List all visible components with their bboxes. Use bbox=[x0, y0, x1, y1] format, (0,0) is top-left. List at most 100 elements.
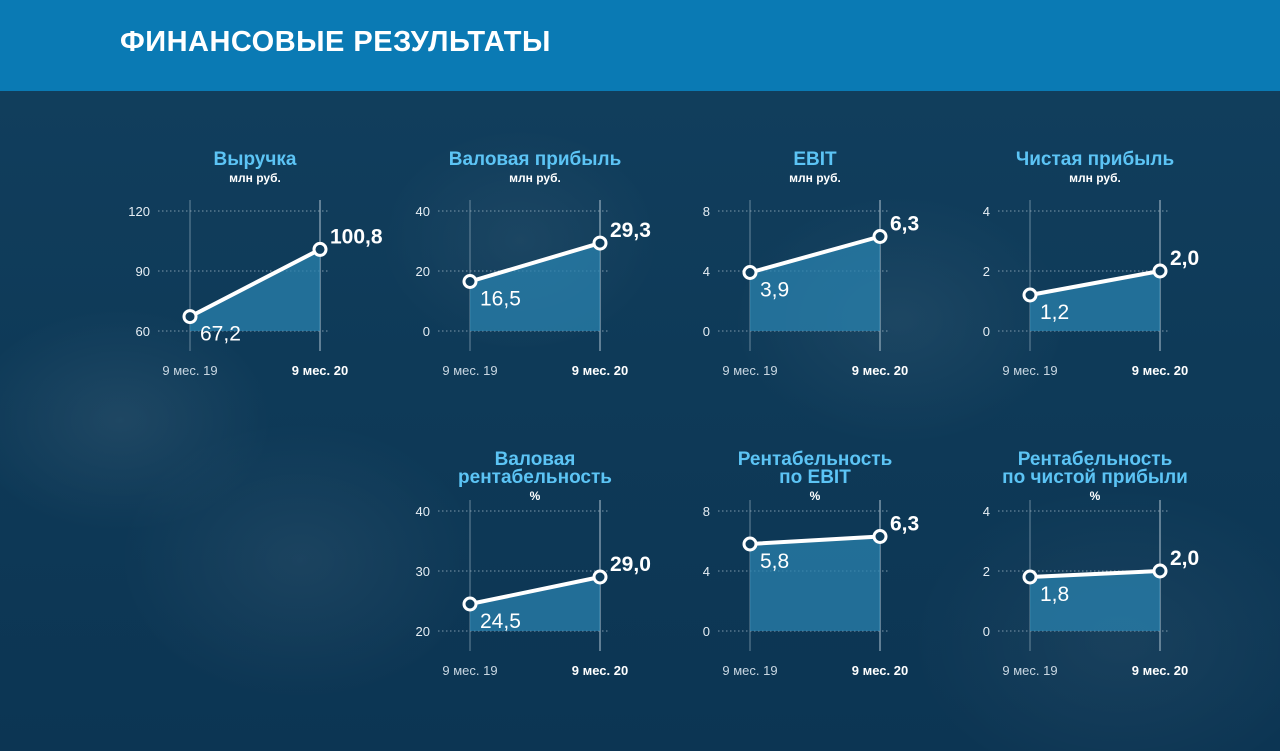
data-label: 16,5 bbox=[480, 288, 521, 311]
data-label: 100,8 bbox=[330, 225, 383, 248]
y-tick-label: 4 bbox=[703, 264, 710, 279]
series-area bbox=[750, 236, 880, 331]
y-tick-label: 120 bbox=[128, 204, 150, 219]
data-label: 1,2 bbox=[1040, 301, 1069, 324]
y-tick-label: 0 bbox=[703, 324, 710, 339]
data-point bbox=[1022, 287, 1038, 303]
y-tick-label: 0 bbox=[983, 324, 990, 339]
y-tick-label: 0 bbox=[983, 624, 990, 639]
data-label: 2,0 bbox=[1170, 547, 1199, 570]
x-tick-label: 9 мес. 19 bbox=[722, 663, 777, 678]
x-tick-label: 9 мес. 20 bbox=[852, 663, 908, 678]
page-title: ФИНАНСОВЫЕ РЕЗУЛЬТАТЫ bbox=[120, 26, 551, 58]
data-label: 24,5 bbox=[480, 610, 521, 633]
chart-unit: млн руб. bbox=[229, 171, 281, 185]
data-label: 2,0 bbox=[1170, 247, 1199, 270]
data-label: 67,2 bbox=[200, 323, 241, 346]
data-point bbox=[872, 529, 888, 544]
x-tick-label: 9 мес. 19 bbox=[162, 363, 217, 378]
data-point bbox=[872, 229, 888, 244]
x-tick-label: 9 мес. 20 bbox=[572, 663, 628, 678]
series-line bbox=[748, 234, 882, 275]
data-point bbox=[182, 309, 198, 325]
series-line bbox=[1028, 569, 1162, 579]
chart-title: Рентабельность bbox=[738, 449, 893, 470]
y-tick-label: 4 bbox=[983, 204, 990, 219]
chart-title: Валовая bbox=[495, 449, 576, 470]
y-tick-label: 20 bbox=[416, 624, 430, 639]
y-tick-label: 0 bbox=[423, 324, 430, 339]
x-tick-label: 9 мес. 20 bbox=[572, 363, 628, 378]
data-point bbox=[462, 596, 478, 612]
data-point bbox=[1022, 569, 1038, 585]
data-label: 6,3 bbox=[890, 213, 919, 236]
data-point bbox=[592, 235, 608, 251]
header-bar: ФИНАНСОВЫЕ РЕЗУЛЬТАТЫ bbox=[0, 0, 1280, 91]
chart-title: EBIT bbox=[793, 149, 837, 170]
chart-title: по EBIT bbox=[779, 467, 851, 488]
series-area bbox=[750, 536, 880, 631]
data-label: 5,8 bbox=[760, 550, 789, 573]
data-label: 1,8 bbox=[1040, 583, 1069, 606]
chart-title: Чистая прибыль bbox=[1016, 149, 1174, 170]
x-tick-label: 9 мес. 19 bbox=[442, 663, 497, 678]
series-line bbox=[748, 534, 882, 546]
x-tick-label: 9 мес. 20 bbox=[292, 363, 348, 378]
series-area bbox=[470, 243, 600, 331]
series-area bbox=[1030, 571, 1160, 631]
data-point bbox=[312, 241, 328, 257]
x-tick-label: 9 мес. 19 bbox=[442, 363, 497, 378]
series-area bbox=[190, 249, 320, 331]
data-point bbox=[1152, 263, 1168, 279]
series-line bbox=[1028, 269, 1162, 297]
series-line bbox=[468, 241, 602, 284]
y-tick-label: 4 bbox=[703, 564, 710, 579]
y-tick-label: 4 bbox=[983, 504, 990, 519]
chart-unit: млн руб. bbox=[789, 171, 841, 185]
y-tick-label: 2 bbox=[983, 564, 990, 579]
chart-unit: млн руб. bbox=[509, 171, 561, 185]
chart-unit: млн руб. bbox=[1069, 171, 1121, 185]
data-label: 3,9 bbox=[760, 279, 789, 302]
data-label: 29,0 bbox=[610, 553, 651, 576]
y-tick-label: 8 bbox=[703, 504, 710, 519]
data-point bbox=[742, 536, 758, 552]
chart-title: Рентабельность bbox=[1018, 449, 1173, 470]
series-area bbox=[1030, 271, 1160, 331]
x-tick-label: 9 мес. 20 bbox=[852, 363, 908, 378]
y-tick-label: 40 bbox=[416, 204, 430, 219]
chart-unit: % bbox=[530, 489, 541, 503]
y-tick-label: 0 bbox=[703, 624, 710, 639]
data-label: 29,3 bbox=[610, 219, 651, 242]
data-point bbox=[1152, 563, 1168, 579]
chart-unit: % bbox=[810, 489, 821, 503]
series-area bbox=[470, 577, 600, 631]
x-tick-label: 9 мес. 19 bbox=[1002, 363, 1057, 378]
chart-title: по чистой прибыли bbox=[1002, 467, 1188, 488]
y-tick-label: 2 bbox=[983, 264, 990, 279]
chart-title: Валовая прибыль bbox=[449, 149, 622, 170]
chart-title: Выручка bbox=[214, 149, 297, 170]
data-label: 6,3 bbox=[890, 513, 919, 536]
y-tick-label: 30 bbox=[416, 564, 430, 579]
series-line bbox=[468, 575, 602, 606]
data-point bbox=[592, 569, 608, 585]
y-tick-label: 40 bbox=[416, 504, 430, 519]
chart-unit: % bbox=[1090, 489, 1101, 503]
y-tick-label: 8 bbox=[703, 204, 710, 219]
x-tick-label: 9 мес. 19 bbox=[722, 363, 777, 378]
series-line bbox=[188, 247, 322, 319]
x-tick-label: 9 мес. 19 bbox=[1002, 663, 1057, 678]
x-tick-label: 9 мес. 20 bbox=[1132, 663, 1188, 678]
chart-title: рентабельность bbox=[458, 467, 612, 488]
x-tick-label: 9 мес. 20 bbox=[1132, 363, 1188, 378]
data-point bbox=[742, 265, 758, 280]
